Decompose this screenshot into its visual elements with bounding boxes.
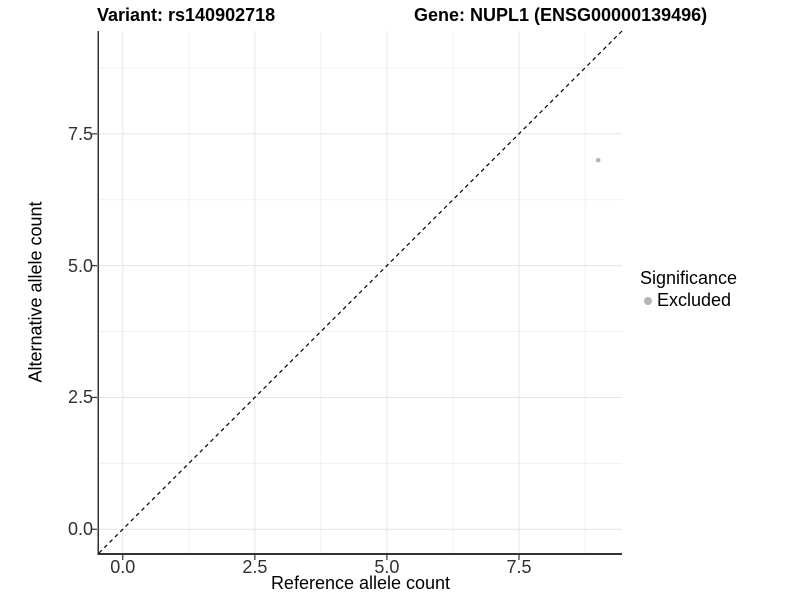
x-tick-label: 2.5 [242,557,268,577]
y-tick-label: 2.5 [67,387,93,408]
legend-items: Excluded [640,290,737,311]
legend: Significance Excluded [640,266,737,311]
x-tick-label: 7.5 [506,557,532,577]
legend-item: Excluded [640,290,737,311]
data-point [595,157,601,163]
x-axis-title: Reference allele count [270,573,451,593]
x-tick-label: 0.0 [110,557,136,577]
legend-title: Significance [640,268,738,288]
identity-reference-line [98,30,623,554]
x-tick-label: 5.0 [374,557,400,577]
y-tick-label: 7.5 [67,123,93,144]
y-axis-title: Alternative allele count [25,201,46,383]
plot-title-gene: Gene: NUPL1 (ENSG00000139496) [414,5,708,25]
y-tick-label: 5.0 [67,255,93,276]
y-tick-label: 0.0 [67,519,93,540]
plot-title-variant: Variant: rs140902718 [97,5,276,25]
legend-point-icon [644,296,652,305]
legend-item-label: Excluded [657,290,732,310]
